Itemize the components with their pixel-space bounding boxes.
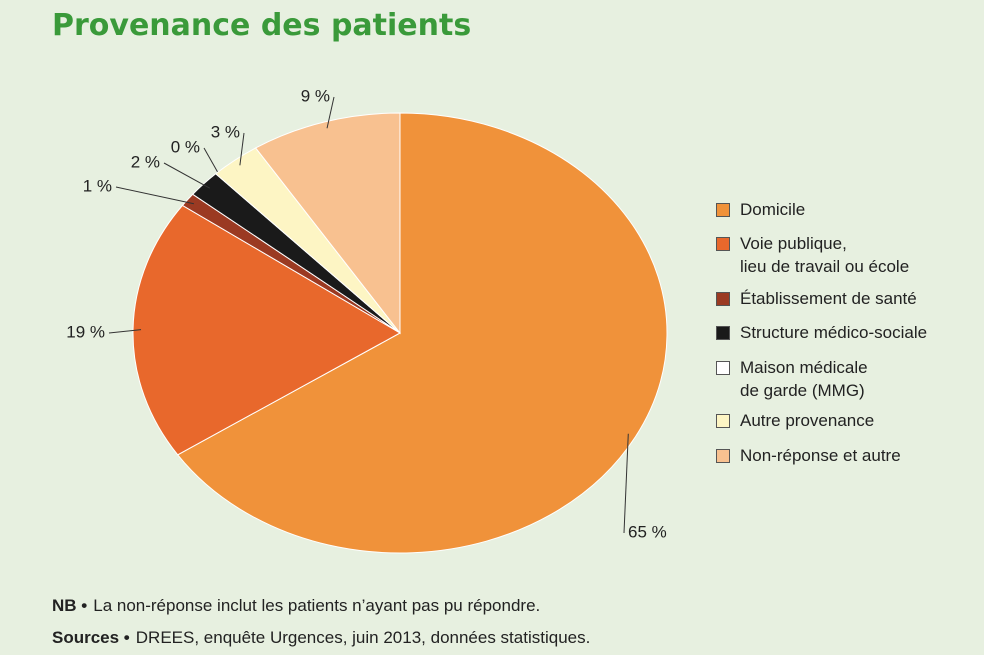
data-label: 9 % [301,86,330,105]
legend-item: Non-réponse et autre [716,444,901,467]
legend-label: Établissement de santé [740,289,917,308]
legend-label: Non-réponse et autre [740,446,901,465]
note: Sources • DREES, enquête Urgences, juin 2… [52,628,590,648]
legend-label: Voie publique, lieu de travail ou école [740,234,910,276]
legend-swatch [716,326,730,340]
data-label: 3 % [211,122,240,141]
legend-item: Autre provenance [716,409,874,432]
note-label: NB • [52,596,88,615]
leader-line [326,96,335,129]
legend-swatch [716,449,730,463]
data-label: 0 % [171,137,200,156]
legend-item: Maison médicale de garde (MMG) [716,356,868,402]
legend-item: Structure médico-sociale [716,321,927,344]
note-label: Sources • [52,628,130,647]
legend-swatch [716,361,730,375]
legend-swatch [716,203,730,217]
leader-line [115,186,195,205]
data-label: 19 % [66,322,105,341]
pie-slice [132,204,402,456]
chart-title: Provenance des patients [52,8,472,43]
leader-line [239,132,245,166]
legend-swatch [716,414,730,428]
data-label: 1 % [83,176,112,195]
leader-line [108,329,142,334]
legend-label: Structure médico-sociale [740,323,928,342]
legend-label: Autre provenance [740,411,875,430]
legend-label: Maison médicale de garde (MMG) [740,358,868,400]
pie-slice [254,112,401,335]
pie-slice [176,112,668,554]
legend-item: Établissement de santé [716,287,917,310]
note: NB • La non-réponse inclut les patients n… [52,596,540,616]
data-label: 65 % [628,522,667,541]
legend-swatch [716,237,730,251]
data-label: 2 % [131,152,160,171]
note-text: La non-réponse inclut les patients n’aya… [93,596,541,615]
leader-line [163,162,210,189]
note-text: DREES, enquête Urgences, juin 2013, donn… [135,628,591,647]
legend-item: Voie publique, lieu de travail ou école [716,232,909,278]
legend-item: Domicile [716,198,805,221]
legend-swatch [716,292,730,306]
leader-line [623,433,629,534]
legend-label: Domicile [740,200,806,219]
